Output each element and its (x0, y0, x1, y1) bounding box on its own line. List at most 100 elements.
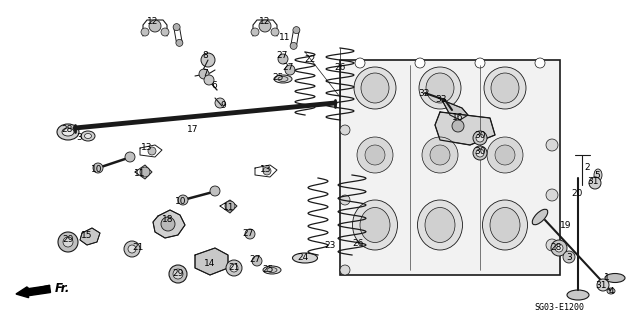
Circle shape (263, 167, 271, 175)
Ellipse shape (360, 207, 390, 242)
FancyArrow shape (16, 286, 51, 298)
Ellipse shape (274, 75, 292, 83)
Circle shape (176, 39, 183, 46)
Text: SG03-E1200: SG03-E1200 (534, 303, 584, 313)
Polygon shape (153, 210, 185, 238)
Circle shape (422, 137, 458, 173)
Circle shape (285, 65, 295, 75)
Text: 30: 30 (474, 131, 486, 140)
Text: 31: 31 (595, 280, 607, 290)
Circle shape (128, 245, 136, 253)
Text: 7: 7 (202, 69, 208, 78)
Polygon shape (435, 112, 495, 145)
Text: 12: 12 (147, 18, 159, 26)
Circle shape (290, 42, 297, 49)
Circle shape (415, 58, 425, 68)
Text: 26: 26 (352, 240, 364, 249)
Text: 26: 26 (334, 63, 346, 72)
Text: 13: 13 (141, 144, 153, 152)
Text: 21: 21 (132, 243, 144, 253)
Circle shape (226, 260, 242, 276)
Text: 12: 12 (259, 18, 271, 26)
Ellipse shape (267, 268, 277, 272)
Circle shape (535, 58, 545, 68)
Circle shape (430, 145, 450, 165)
Ellipse shape (425, 207, 455, 242)
Text: 20: 20 (572, 189, 582, 197)
Text: 29: 29 (172, 270, 184, 278)
Text: 10: 10 (175, 197, 187, 206)
Text: Fr.: Fr. (55, 283, 70, 295)
Text: 16: 16 (452, 113, 464, 122)
Text: 17: 17 (188, 125, 199, 135)
Circle shape (178, 195, 188, 205)
Circle shape (475, 58, 485, 68)
Text: 27: 27 (276, 51, 288, 61)
Ellipse shape (361, 73, 389, 103)
Circle shape (365, 145, 385, 165)
Text: 31: 31 (588, 177, 599, 187)
Text: 4: 4 (608, 286, 614, 295)
Text: 27: 27 (243, 228, 253, 238)
Ellipse shape (491, 73, 519, 103)
Circle shape (125, 152, 135, 162)
Circle shape (161, 217, 175, 231)
Ellipse shape (263, 266, 281, 274)
Text: 27: 27 (250, 256, 260, 264)
Text: 1: 1 (604, 273, 610, 283)
Text: 28: 28 (550, 243, 562, 253)
Polygon shape (195, 248, 228, 275)
Circle shape (340, 265, 350, 275)
Ellipse shape (419, 67, 461, 109)
Text: 9: 9 (220, 100, 226, 109)
Circle shape (259, 20, 271, 32)
Text: 29: 29 (62, 235, 74, 244)
Ellipse shape (483, 200, 527, 250)
Circle shape (252, 256, 262, 266)
Circle shape (63, 237, 73, 247)
Text: 3: 3 (76, 133, 82, 143)
Ellipse shape (84, 133, 92, 138)
Circle shape (271, 28, 279, 36)
Circle shape (555, 244, 563, 252)
Circle shape (551, 240, 567, 256)
Circle shape (495, 145, 515, 165)
Text: 30: 30 (474, 146, 486, 155)
Ellipse shape (426, 73, 454, 103)
Circle shape (546, 189, 558, 201)
Text: 19: 19 (560, 220, 572, 229)
Text: 25: 25 (272, 73, 284, 83)
Circle shape (58, 232, 78, 252)
Circle shape (563, 251, 575, 263)
Text: 14: 14 (204, 258, 216, 268)
Circle shape (589, 177, 601, 189)
Circle shape (201, 53, 215, 67)
Text: 10: 10 (92, 165, 103, 174)
Text: 24: 24 (298, 254, 308, 263)
Text: 32: 32 (419, 88, 429, 98)
Circle shape (161, 28, 169, 36)
Circle shape (141, 28, 149, 36)
Circle shape (473, 131, 487, 145)
Text: 18: 18 (163, 214, 173, 224)
Circle shape (210, 186, 220, 196)
Ellipse shape (417, 200, 463, 250)
Text: 8: 8 (202, 51, 208, 61)
Circle shape (225, 201, 235, 211)
Ellipse shape (81, 131, 95, 141)
Text: 33: 33 (435, 95, 447, 105)
Circle shape (357, 137, 393, 173)
Text: 6: 6 (211, 81, 217, 91)
Circle shape (476, 134, 484, 142)
Ellipse shape (607, 288, 615, 294)
Ellipse shape (62, 128, 74, 136)
Circle shape (124, 241, 140, 257)
Circle shape (245, 229, 255, 239)
Text: 28: 28 (61, 125, 73, 135)
Circle shape (340, 195, 350, 205)
Text: 21: 21 (228, 263, 240, 272)
Circle shape (149, 20, 161, 32)
Circle shape (340, 125, 350, 135)
Text: 22: 22 (305, 55, 316, 63)
Circle shape (597, 279, 609, 291)
